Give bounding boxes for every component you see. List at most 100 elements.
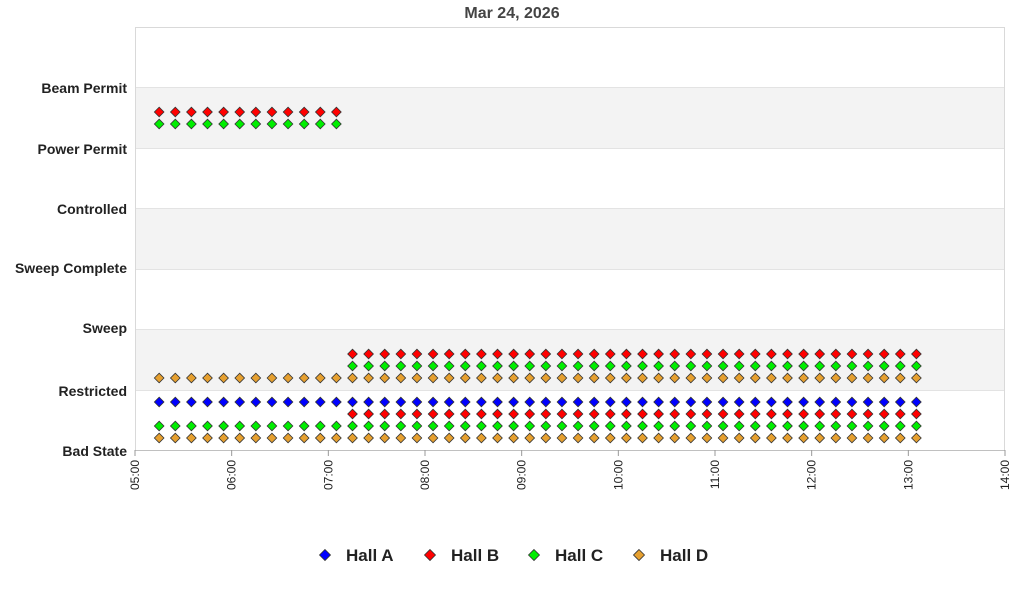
data-point [379,432,391,444]
data-point [749,360,761,372]
x-tick-label: 12:00 [805,460,819,490]
data-point [524,432,536,444]
data-point [363,432,374,444]
data-point [846,360,858,372]
data-point [733,372,745,384]
data-point [331,372,342,384]
data-point [701,372,713,384]
legend-label: Hall A [346,546,394,565]
data-point [459,432,471,444]
data-point [411,408,423,420]
data-point [508,396,519,408]
data-point [298,106,310,118]
data-point [427,348,439,360]
data-point [894,372,906,384]
data-point [298,432,310,444]
data-point [621,408,632,420]
data-point [459,408,471,420]
data-point [637,420,648,432]
data-point [540,360,552,372]
data-point [669,432,681,444]
data-point [218,432,229,444]
data-point [443,432,455,444]
data-point [540,408,552,420]
data-point [572,420,584,432]
data-point [846,408,858,420]
data-point [250,396,262,408]
x-axis-labels: 05:00 06:00 07:00 08:00 09:00 10:00 11:00 12:00… [128,450,1012,490]
data-point [685,420,697,432]
data-point [298,118,310,130]
data-point [556,360,568,372]
data-point [798,408,809,420]
data-point [492,360,503,372]
data-point [814,348,826,360]
data-point [411,432,423,444]
data-point [701,348,713,360]
data-point [443,420,455,432]
data-point [669,372,681,384]
data-point [733,432,745,444]
legend-item: Hall A [318,546,394,565]
x-tick-label: 05:00 [128,460,142,490]
data-point [169,432,181,444]
data-point [685,408,697,420]
legend-marker [527,548,541,562]
data-point [749,348,761,360]
data-point [395,360,407,372]
data-point [621,420,632,432]
data-point [459,372,471,384]
data-point [347,408,358,420]
data-point [894,396,906,408]
data-point [766,432,777,444]
data-point [379,420,391,432]
data-point [266,420,278,432]
data-point [846,432,858,444]
data-point [459,420,471,432]
data-point [411,348,423,360]
data-point [621,432,632,444]
data-point [218,118,229,130]
data-point [717,372,729,384]
data-point [282,432,294,444]
y-axis-labels: Bad State Restricted Sweep Sweep Complete Co… [15,80,127,459]
data-point [669,420,681,432]
data-point [169,106,181,118]
data-point [459,348,471,360]
data-point [476,372,487,384]
data-point [218,420,229,432]
data-point [363,408,374,420]
data-point [669,396,681,408]
data-point [911,360,922,372]
data-point [347,360,358,372]
data-point [540,348,552,360]
data-point [540,372,552,384]
data-point [298,372,310,384]
data-point [766,372,777,384]
data-point [202,118,213,130]
data-point [492,420,503,432]
data-point [476,396,487,408]
data-point [508,360,519,372]
data-point [395,396,407,408]
legend-item: Hall C [527,546,603,565]
data-point [621,360,632,372]
data-point [862,432,874,444]
y-tick-label: Restricted [59,383,127,399]
data-point [347,396,358,408]
data-point [250,420,262,432]
data-point [298,420,310,432]
data-point [894,348,906,360]
legend-label: Hall B [451,546,499,565]
data-point [395,372,407,384]
plot-band [135,329,1005,390]
data-point [621,348,632,360]
x-tick-label: 11:00 [708,460,722,489]
data-point [685,348,697,360]
data-point [878,348,890,360]
data-point [846,396,858,408]
data-point [218,372,229,384]
data-point [331,432,342,444]
data-point [202,106,213,118]
